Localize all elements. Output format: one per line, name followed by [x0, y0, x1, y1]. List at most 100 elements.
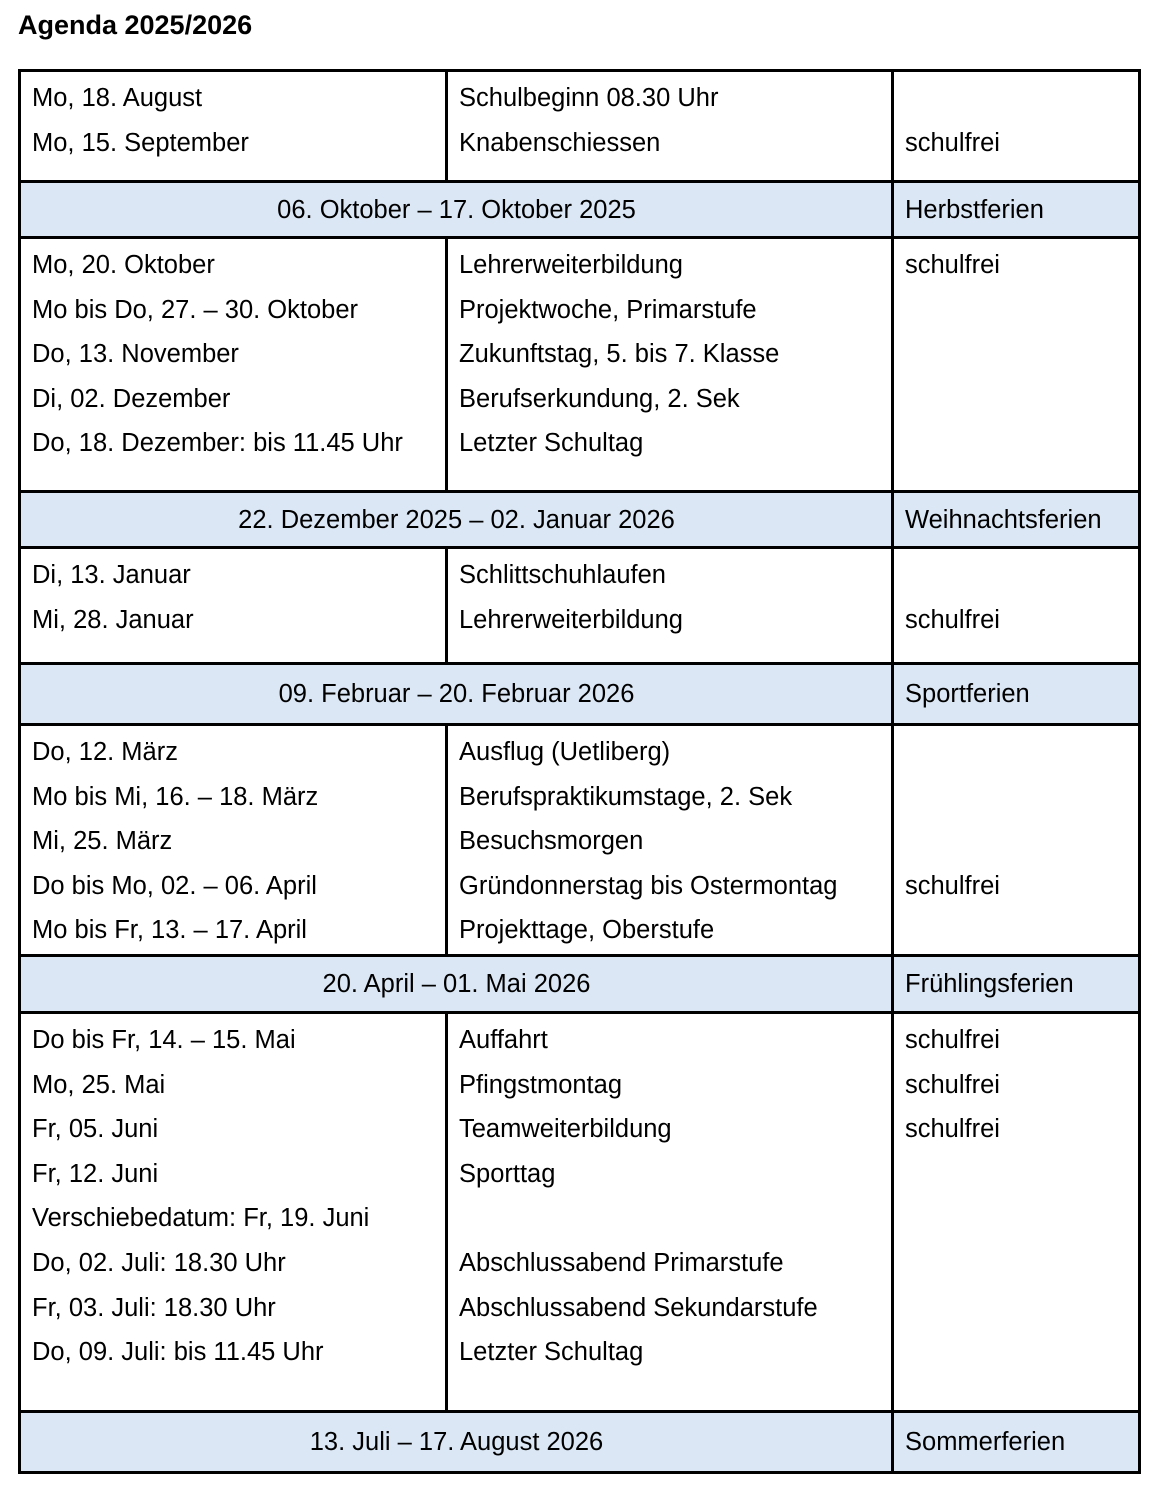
event-note: schulfrei	[905, 1115, 1000, 1144]
event-event: Zukunftstag, 5. bis 7. Klasse	[459, 340, 780, 369]
event-group: Do, 12. März Mo bis Mi, 16. – 18. März Mi,…	[18, 723, 1141, 957]
event-date: Do, 09. Juli: bis 11.45 Uhr	[32, 1338, 324, 1367]
event-event: Besuchsmorgen	[459, 827, 644, 856]
event-date: Do, 18. Dezember: bis 11.45 Uhr	[32, 429, 403, 458]
event-note	[905, 553, 1128, 598]
event-date: Do bis Mo, 02. – 06. April	[32, 871, 317, 900]
event-note: schulfrei	[905, 1026, 1000, 1054]
event-date: Mo, 25. Mai	[32, 1070, 166, 1099]
event-event: Lehrerweiterbildung	[459, 251, 683, 279]
holiday-date-range: 13. Juli – 17. August 2026	[18, 1410, 894, 1474]
event-note	[905, 1286, 1128, 1331]
event-date: Di, 13. Januar	[32, 561, 191, 589]
event-note: schulfrei	[905, 1070, 1000, 1099]
note-column: schulfrei	[891, 236, 1141, 493]
event-note: schulfrei	[905, 605, 1000, 634]
event-date: Mi, 28. Januar	[32, 605, 194, 634]
holiday-band: 20. April – 01. Mai 2026 Frühlingsferien	[18, 954, 1141, 1014]
event-date: Mo bis Fr, 13. – 17. April	[32, 916, 307, 945]
event-date: Verschiebedatum: Fr, 19. Juni	[32, 1204, 370, 1233]
holiday-label: Frühlingsferien	[891, 954, 1141, 1014]
event-event: Abschlussabend Primarstufe	[459, 1248, 784, 1277]
event-date: Mo, 18. August	[32, 84, 203, 112]
holiday-date-range: 20. April – 01. Mai 2026	[18, 954, 894, 1014]
event-date: Do, 13. November	[32, 340, 239, 369]
event-note	[905, 775, 1128, 820]
event-note: schulfrei	[905, 251, 1000, 279]
event-note: schulfrei	[905, 128, 1000, 157]
note-column: schulfrei	[891, 69, 1141, 183]
holiday-label: Sommerferien	[891, 1410, 1141, 1474]
event-event: Ausflug (Uetliberg)	[459, 738, 671, 766]
date-column: Do, 12. März Mo bis Mi, 16. – 18. März Mi,…	[18, 723, 448, 957]
date-column: Mo, 20. Oktober Mo bis Do, 27. – 30. Okto…	[18, 236, 448, 493]
event-note	[905, 288, 1128, 333]
event-group: Mo, 20. Oktober Mo bis Do, 27. – 30. Okto…	[18, 236, 1141, 493]
note-column: schulfrei schulfrei schulfrei	[891, 1011, 1141, 1413]
holiday-date-range: 09. Februar – 20. Februar 2026	[18, 662, 894, 726]
event-event: Letzter Schultag	[459, 429, 644, 458]
event-note: schulfrei	[905, 871, 1000, 900]
holiday-band: 22. Dezember 2025 – 02. Januar 2026 Weihn…	[18, 490, 1141, 549]
event-note	[905, 1196, 1128, 1241]
event-column: Schulbeginn 08.30 Uhr Knabenschiessen	[445, 69, 894, 183]
event-date: Do, 12. März	[32, 738, 178, 766]
event-note	[905, 377, 1128, 422]
event-date: Mo bis Do, 27. – 30. Oktober	[32, 295, 358, 324]
holiday-date-range: 22. Dezember 2025 – 02. Januar 2026	[18, 490, 894, 549]
event-date: Do bis Fr, 14. – 15. Mai	[32, 1026, 296, 1054]
event-event: Projektwoche, Primarstufe	[459, 295, 757, 324]
event-event: Teamweiterbildung	[459, 1115, 672, 1144]
holiday-band: 13. Juli – 17. August 2026 Sommerferien	[18, 1410, 1141, 1474]
event-note	[905, 332, 1128, 377]
event-note	[905, 421, 1128, 466]
event-note	[905, 1241, 1128, 1286]
event-event: Auffahrt	[459, 1026, 548, 1054]
holiday-label: Herbstferien	[891, 180, 1141, 239]
note-column: schulfrei	[891, 723, 1141, 957]
event-note	[905, 1152, 1128, 1197]
page-title: Agenda 2025/2026	[18, 10, 253, 40]
event-date: Fr, 03. Juli: 18.30 Uhr	[32, 1293, 276, 1322]
event-event: Sporttag	[459, 1159, 556, 1188]
event-date: Mo, 20. Oktober	[32, 251, 215, 279]
event-event: Berufspraktikumstage, 2. Sek	[459, 782, 793, 811]
event-date: Di, 02. Dezember	[32, 384, 231, 413]
event-event: Schlittschuhlaufen	[459, 561, 666, 589]
event-group: Di, 13. Januar Mi, 28. Januar Schlittschuh…	[18, 546, 1141, 665]
date-column: Mo, 18. August Mo, 15. September	[18, 69, 448, 183]
event-group: Mo, 18. August Mo, 15. September Schulbegi…	[18, 69, 1141, 183]
event-date: Do, 02. Juli: 18.30 Uhr	[32, 1248, 286, 1277]
note-column: schulfrei	[891, 546, 1141, 665]
event-event: Pfingstmontag	[459, 1070, 623, 1099]
holiday-date-range: 06. Oktober – 17. Oktober 2025	[18, 180, 894, 239]
event-note	[905, 76, 1128, 121]
event-event: Lehrerweiterbildung	[459, 605, 683, 634]
event-date: Mi, 25. März	[32, 827, 173, 856]
event-event: Gründonnerstag bis Ostermontag	[459, 871, 838, 900]
event-date: Fr, 12. Juni	[32, 1159, 159, 1188]
holiday-label: Sportferien	[891, 662, 1141, 726]
holiday-band: 09. Februar – 20. Februar 2026 Sportferie…	[18, 662, 1141, 726]
event-column: Lehrerweiterbildung Projektwoche, Primars…	[445, 236, 894, 493]
event-note	[905, 908, 1128, 953]
holiday-band: 06. Oktober – 17. Oktober 2025 Herbstferi…	[18, 180, 1141, 239]
event-note	[905, 730, 1128, 775]
event-note	[905, 819, 1128, 864]
event-column: Auffahrt Pfingstmontag Teamweiterbildung Sp…	[445, 1011, 894, 1413]
event-date: Fr, 05. Juni	[32, 1115, 159, 1144]
event-column: Ausflug (Uetliberg) Berufspraktikumstage,…	[445, 723, 894, 957]
event-event: Knabenschiessen	[459, 128, 661, 157]
event-note	[905, 1330, 1128, 1375]
event-group: Do bis Fr, 14. – 15. Mai Mo, 25. Mai Fr, 0…	[18, 1011, 1141, 1413]
event-event: Schulbeginn 08.30 Uhr	[459, 84, 719, 112]
event-event: Abschlussabend Sekundarstufe	[459, 1293, 818, 1322]
agenda-table: Mo, 18. August Mo, 15. September Schulbegi…	[18, 69, 1141, 1474]
event-event: Berufserkundung, 2. Sek	[459, 384, 740, 413]
holiday-label: Weihnachtsferien	[891, 490, 1141, 549]
event-event: Letzter Schultag	[459, 1338, 644, 1367]
event-date: Mo bis Mi, 16. – 18. März	[32, 782, 319, 811]
event-event: Projekttage, Oberstufe	[459, 916, 715, 945]
event-column: Schlittschuhlaufen Lehrerweiterbildung	[445, 546, 894, 665]
date-column: Do bis Fr, 14. – 15. Mai Mo, 25. Mai Fr, 0…	[18, 1011, 448, 1413]
